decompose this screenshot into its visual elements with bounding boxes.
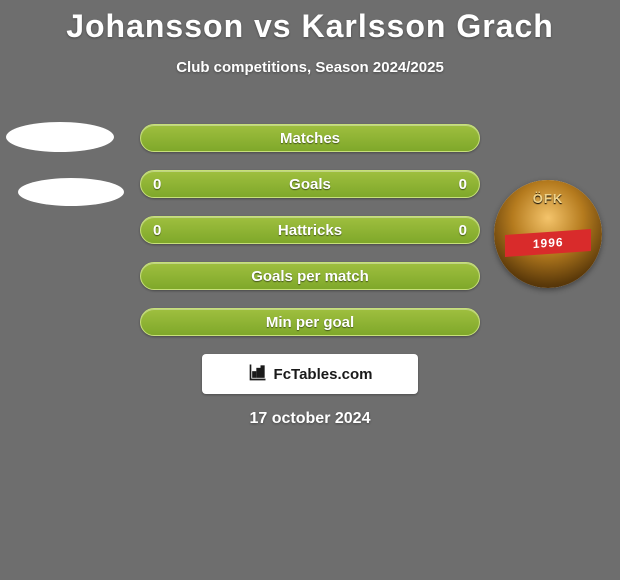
crest-banner: 1996 [505,229,591,257]
attribution-badge[interactable]: FcTables.com [202,354,418,394]
club-crest-right: ÖFK 1996 [494,180,602,288]
stat-row-min-per-goal: Min per goal [140,308,480,336]
stat-row-goals-per-match: Goals per match [140,262,480,290]
page-title: Johansson vs Karlsson Grach [0,0,620,45]
player-left-placeholder-2 [18,178,124,206]
stat-right-value: 0 [447,217,479,245]
stat-label: Min per goal [141,309,479,337]
crest-top-text: ÖFK [494,191,602,206]
stats-container: Matches 0 Goals 0 0 Hattricks 0 Goals pe… [140,124,480,354]
chart-icon [248,362,268,386]
stat-right-value: 0 [447,171,479,199]
crest-graphic: ÖFK 1996 [494,180,602,288]
stat-label: Goals per match [141,263,479,291]
date-line: 17 october 2024 [0,410,620,428]
player-left-placeholder-1 [6,122,114,152]
attribution-text: FcTables.com [274,366,373,383]
stat-label: Hattricks [141,217,479,245]
stat-row-hattricks: 0 Hattricks 0 [140,216,480,244]
subtitle: Club competitions, Season 2024/2025 [0,59,620,76]
stat-row-matches: Matches [140,124,480,152]
stat-label: Matches [141,125,479,153]
stat-label: Goals [141,171,479,199]
stat-row-goals: 0 Goals 0 [140,170,480,198]
